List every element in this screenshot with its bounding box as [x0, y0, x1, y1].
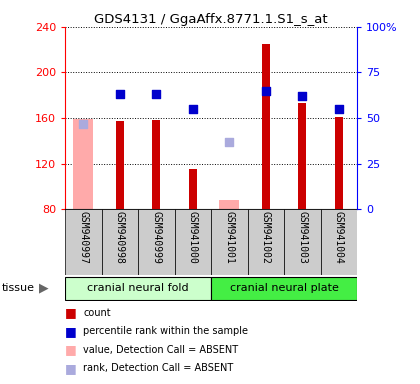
Text: rank, Detection Call = ABSENT: rank, Detection Call = ABSENT	[83, 363, 234, 373]
Bar	[65, 276, 211, 300]
Bar	[284, 209, 320, 275]
Text: ▶: ▶	[39, 282, 48, 295]
Point	[80, 121, 87, 127]
Text: GSM940998: GSM940998	[115, 211, 125, 264]
Text: ■: ■	[65, 306, 77, 319]
Point	[116, 91, 123, 98]
Bar	[211, 276, 357, 300]
Point	[226, 139, 233, 145]
Point	[189, 106, 196, 112]
Bar	[102, 209, 138, 275]
Text: ■: ■	[65, 362, 77, 375]
Bar	[211, 209, 247, 275]
Bar	[189, 169, 197, 209]
Text: tissue: tissue	[2, 283, 35, 293]
Text: GSM940999: GSM940999	[151, 211, 161, 264]
Title: GDS4131 / GgaAffx.8771.1.S1_s_at: GDS4131 / GgaAffx.8771.1.S1_s_at	[94, 13, 328, 26]
Text: ■: ■	[65, 325, 77, 338]
Text: GSM940997: GSM940997	[79, 211, 88, 264]
Point	[299, 93, 306, 99]
Bar	[247, 209, 284, 275]
Bar	[152, 120, 160, 209]
Bar	[262, 44, 270, 209]
Text: GSM941001: GSM941001	[224, 211, 234, 264]
Point	[262, 88, 269, 94]
Text: ■: ■	[65, 343, 77, 356]
Bar	[335, 117, 343, 209]
Text: count: count	[83, 308, 111, 318]
Point	[153, 91, 160, 98]
Bar	[175, 209, 211, 275]
Text: GSM941000: GSM941000	[188, 211, 198, 264]
Text: GSM941003: GSM941003	[297, 211, 307, 264]
Text: percentile rank within the sample: percentile rank within the sample	[83, 326, 248, 336]
Text: GSM941002: GSM941002	[261, 211, 271, 264]
Text: value, Detection Call = ABSENT: value, Detection Call = ABSENT	[83, 345, 238, 355]
Text: cranial neural fold: cranial neural fold	[87, 283, 189, 293]
Bar	[74, 119, 93, 209]
Bar	[138, 209, 175, 275]
Bar	[320, 209, 357, 275]
Bar	[219, 200, 239, 209]
Bar	[116, 121, 124, 209]
Bar	[298, 103, 306, 209]
Bar	[65, 209, 102, 275]
Text: cranial neural plate: cranial neural plate	[230, 283, 339, 293]
Text: GSM941004: GSM941004	[334, 211, 344, 264]
Point	[336, 106, 342, 112]
